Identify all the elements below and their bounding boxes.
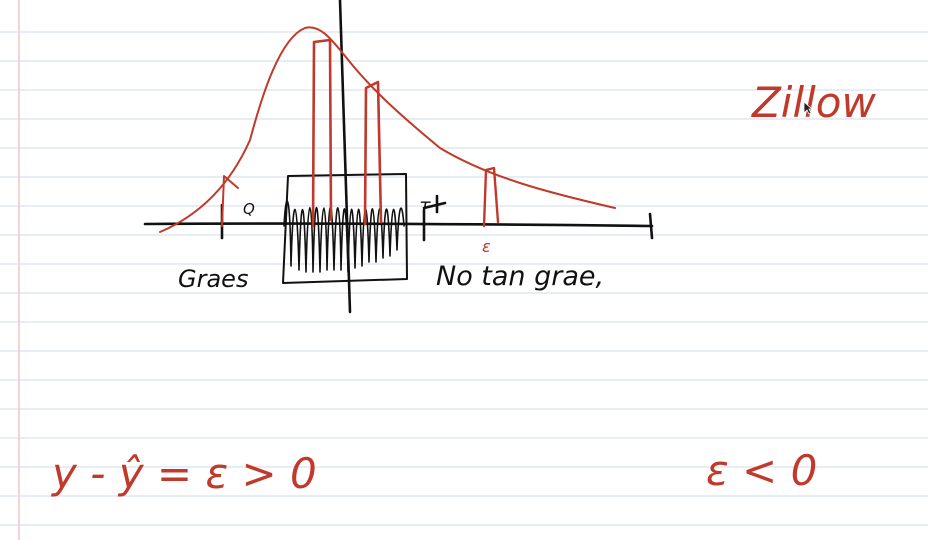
- zillow-note: Zillow: [751, 78, 876, 127]
- left-caption: Graes: [178, 265, 248, 293]
- axis-end-mark: [648, 212, 654, 240]
- right-spike: [482, 166, 500, 228]
- density-sketch: [159, 26, 616, 233]
- residual-positive-equation: y - ŷ = ε > 0: [50, 449, 317, 498]
- tall-spike: [311, 38, 333, 228]
- axis-sketch: [143, 0, 654, 314]
- box-outline: [282, 173, 408, 284]
- error-tick-label: ε: [482, 237, 491, 256]
- mid-spike: [363, 80, 383, 226]
- right-caption: No tan grae,: [436, 261, 604, 292]
- right-marker-label: T: [420, 198, 431, 217]
- arrow-pointer-icon: [803, 101, 813, 115]
- right-tick-flag: [422, 194, 447, 214]
- box-oscillation: [283, 200, 405, 273]
- left-spike: [221, 175, 239, 227]
- residual-negative-equation: ε < 0: [706, 446, 817, 495]
- left-marker-label: Q: [243, 200, 255, 218]
- density-curve: [159, 26, 616, 233]
- ruled-lines: [0, 31, 928, 526]
